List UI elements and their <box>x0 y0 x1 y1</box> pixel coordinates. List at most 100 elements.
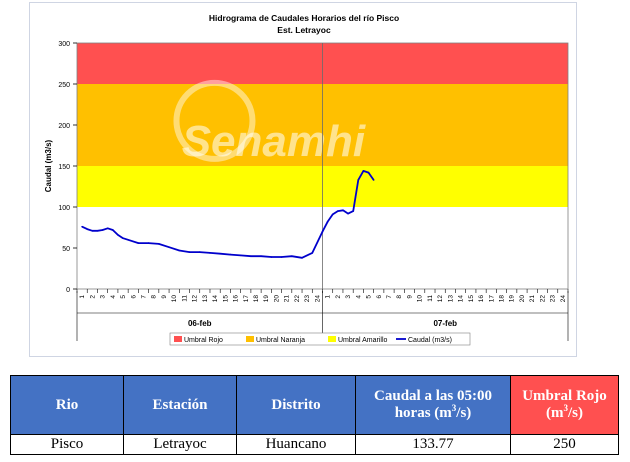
header-caudal: Caudal a las 05:00 horas (m3/s) <box>355 375 511 435</box>
legend-label: Umbral Naranja <box>256 337 305 344</box>
x-tick-label: 5 <box>366 295 373 299</box>
x-tick-label: 19 <box>509 295 516 303</box>
x-tick-label: 13 <box>202 295 209 303</box>
x-tick-label: 9 <box>161 295 168 299</box>
cell-umbral-rojo: 250 <box>510 434 619 455</box>
legend-label: Umbral Rojo <box>184 337 223 344</box>
data-point <box>280 256 283 258</box>
data-point <box>260 255 262 257</box>
x-tick-label: 10 <box>171 295 178 303</box>
data-point <box>301 257 303 259</box>
x-tick-label: 24 <box>560 295 567 303</box>
data-point <box>347 212 349 215</box>
data-point <box>270 256 273 258</box>
x-tick-label: 20 <box>519 295 526 303</box>
y-axis-label: Caudal (m3/s) <box>44 139 53 192</box>
data-point <box>209 252 211 254</box>
x-tick-label: 18 <box>499 295 506 303</box>
x-tick-label: 2 <box>335 295 342 299</box>
x-tick-label: 17 <box>243 295 250 303</box>
data-point <box>337 210 339 212</box>
data-point <box>321 230 324 233</box>
data-point <box>91 229 94 232</box>
x-tick-label: 10 <box>417 295 424 303</box>
data-point <box>229 253 232 256</box>
x-tick-label: 4 <box>110 295 117 299</box>
y-tick-label: 0 <box>66 287 70 294</box>
data-point <box>122 237 124 239</box>
chart-title: Hidrograma de Caudales Horarios del río … <box>209 13 399 23</box>
data-point <box>106 227 109 230</box>
y-tick-label: 250 <box>58 82 70 89</box>
data-point <box>137 242 140 244</box>
data-point <box>362 170 365 172</box>
x-tick-label: 17 <box>488 295 495 303</box>
x-tick-label: 13 <box>447 295 454 303</box>
data-point <box>101 229 104 231</box>
data-point <box>81 225 83 228</box>
data-point <box>372 179 375 181</box>
header-estacion: Estación <box>123 375 237 435</box>
data-point <box>342 209 344 212</box>
y-tick-label: 50 <box>62 246 70 253</box>
x-tick-label: 12 <box>192 295 199 303</box>
legend-label: Umbral Amarillo <box>338 337 388 344</box>
y-tick-label: 100 <box>58 205 70 212</box>
x-tick-label: 24 <box>314 295 321 303</box>
legend-swatch <box>174 336 182 342</box>
data-point <box>331 213 334 216</box>
data-point <box>367 171 370 174</box>
y-tick-label: 300 <box>58 41 70 48</box>
data-point <box>168 246 170 248</box>
legend-label: Caudal (m3/s) <box>408 337 452 344</box>
x-tick-label: 9 <box>406 295 413 299</box>
cell-estacion: Letrayoc <box>123 434 237 455</box>
x-tick-label: 5 <box>120 295 127 299</box>
data-point <box>96 229 99 232</box>
x-tick-label: 8 <box>396 295 403 299</box>
watermark-text: Senamhi <box>182 117 366 166</box>
data-point <box>178 249 181 252</box>
x-tick-label: 7 <box>140 295 147 299</box>
legend-swatch <box>246 336 254 342</box>
x-tick-label: 3 <box>100 295 107 299</box>
cell-rio: Pisco <box>10 434 124 455</box>
x-tick-label: 7 <box>386 295 393 299</box>
table-row: Pisco Letrayoc Huancano 133.77 250 <box>10 434 619 455</box>
data-point <box>352 210 354 212</box>
header-umbral-rojo: Umbral Rojo (m3/s) <box>510 375 619 435</box>
data-point <box>219 252 222 255</box>
x-tick-label: 16 <box>233 295 240 303</box>
header-distrito: Distrito <box>236 375 356 435</box>
data-point <box>311 252 314 254</box>
summary-table: Rio Estación Distrito Caudal a las 05:00… <box>10 375 619 455</box>
x-tick-label: 16 <box>478 295 485 303</box>
table-header-row: Rio Estación Distrito Caudal a las 05:00… <box>10 375 619 435</box>
chart-panel: Senamhi 0 50 100 150 200 250 300 Caudal (m3/s) Hi… <box>29 2 577 357</box>
x-tick-label: 15 <box>222 295 229 303</box>
x-tick-label: 14 <box>458 295 465 303</box>
x-tick-label: 11 <box>181 295 188 302</box>
x-tick-label: 22 <box>539 295 546 303</box>
x-tick-label: 23 <box>304 295 311 303</box>
watermark-sun-icon <box>173 79 256 162</box>
x-tick-label: 6 <box>376 295 383 299</box>
x-tick-label: 6 <box>130 295 137 299</box>
data-point <box>188 251 191 253</box>
x-tick-label: 18 <box>253 295 260 303</box>
x-tick-label: 22 <box>294 295 301 303</box>
x-tick-label: 8 <box>151 295 158 299</box>
data-point <box>117 234 119 236</box>
x-tick-label: 12 <box>437 295 444 303</box>
data-point <box>158 243 160 245</box>
data-point <box>250 255 252 257</box>
data-point <box>326 220 329 223</box>
x-tick-label: 11 <box>427 295 434 302</box>
hydrograph-chart: Senamhi 0 50 100 150 200 250 300 Caudal (m3/s) Hi… <box>44 13 569 346</box>
y-tick-label: 200 <box>58 123 70 130</box>
x-tick-label: 15 <box>468 295 475 303</box>
x-tick-label: 21 <box>529 295 536 303</box>
x-tick-label: 1 <box>325 295 332 299</box>
header-rio: Rio <box>10 375 124 435</box>
x-tick-label: 3 <box>345 295 352 299</box>
